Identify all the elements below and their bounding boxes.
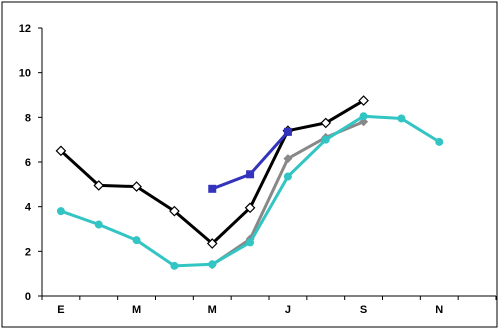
data-point bbox=[358, 95, 369, 106]
data-point bbox=[283, 154, 293, 164]
data-point bbox=[320, 117, 332, 129]
data-point bbox=[169, 205, 180, 217]
data-point bbox=[283, 127, 292, 136]
data-point bbox=[246, 238, 255, 247]
y-tick-label: 12 bbox=[19, 23, 31, 35]
series-layer bbox=[55, 95, 444, 270]
series-4 bbox=[56, 112, 444, 270]
y-tick-label: 10 bbox=[19, 68, 31, 80]
x-tick-label: N bbox=[435, 304, 443, 316]
data-point bbox=[132, 236, 141, 245]
data-point bbox=[244, 202, 256, 214]
data-point bbox=[246, 170, 255, 179]
x-tick-label: M bbox=[132, 304, 141, 316]
y-tick-label: 0 bbox=[25, 291, 31, 303]
data-point bbox=[131, 181, 142, 192]
data-point bbox=[206, 238, 218, 249]
data-point bbox=[208, 184, 217, 193]
y-tick-label: 6 bbox=[25, 157, 31, 169]
y-tick-label: 4 bbox=[25, 202, 32, 214]
data-point bbox=[55, 145, 67, 157]
y-tick-label: 8 bbox=[25, 112, 31, 124]
x-tick-label: J bbox=[285, 304, 291, 316]
data-point bbox=[93, 180, 105, 191]
y-axis: 0 2 4 6 8 10 12 bbox=[19, 23, 43, 303]
data-point bbox=[283, 172, 292, 181]
data-point bbox=[321, 135, 330, 144]
x-tick-label: E bbox=[57, 304, 64, 316]
series-2 bbox=[208, 127, 292, 193]
data-point bbox=[94, 220, 103, 229]
x-tick-label: S bbox=[360, 304, 367, 316]
data-point bbox=[435, 137, 444, 146]
data-point bbox=[397, 114, 406, 123]
data-point bbox=[56, 207, 65, 216]
data-point bbox=[359, 117, 369, 127]
data-point bbox=[208, 260, 217, 269]
x-tick-label: M bbox=[208, 304, 217, 316]
data-point bbox=[359, 112, 368, 121]
data-point bbox=[170, 261, 179, 270]
y-tick-label: 2 bbox=[25, 246, 31, 258]
